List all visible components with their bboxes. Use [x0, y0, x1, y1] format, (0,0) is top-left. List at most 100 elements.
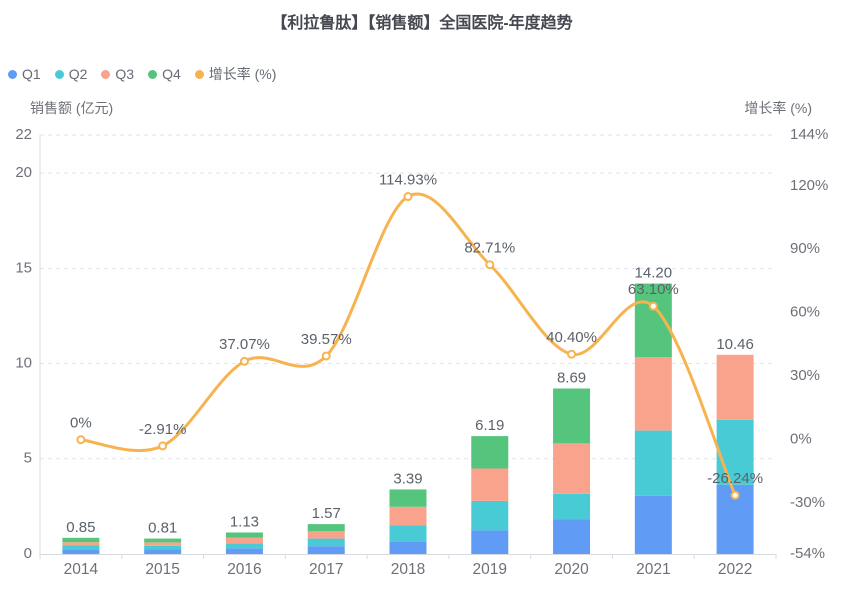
bar-segment-2020-q2[interactable]	[553, 493, 591, 520]
line-point-label: 63.10%	[628, 281, 679, 298]
bar-segment-2021-q2[interactable]	[634, 430, 672, 496]
x-axis-label: 2016	[227, 561, 261, 578]
line-point-2016[interactable]	[239, 356, 249, 366]
growth-rate-line	[79, 192, 737, 497]
bar-segment-2016-q1[interactable]	[225, 548, 263, 554]
line-point-2017[interactable]	[321, 351, 331, 361]
bar-segment-2017-q4[interactable]	[307, 524, 345, 532]
line-point-2018[interactable]	[403, 192, 413, 202]
x-axis-label: 2020	[554, 561, 589, 578]
y-axis-label-left: 0	[24, 545, 32, 562]
y-axis-label-right: 30%	[790, 367, 820, 384]
bar-segment-2016-q2[interactable]	[225, 543, 263, 549]
legend-item-q4[interactable]: Q4	[148, 66, 181, 82]
bar-segment-2016-q3[interactable]	[225, 537, 263, 544]
bar-segment-2017-q2[interactable]	[307, 538, 345, 547]
x-axis-label: 2019	[473, 561, 507, 578]
line-point-2022[interactable]	[730, 490, 740, 500]
bar-segment-2021-q1[interactable]	[634, 495, 672, 554]
line-point-label: 0%	[70, 415, 92, 432]
bar-segment-2018-q1[interactable]	[389, 541, 427, 554]
legend-dot-icon	[8, 69, 17, 79]
bar-segment-2022-q2[interactable]	[716, 419, 754, 485]
line-point-label: 40.40%	[546, 329, 597, 346]
bar-segment-2020-q4[interactable]	[553, 388, 591, 444]
legend-dot-icon	[148, 69, 158, 79]
bar-total-label: 10.46	[716, 336, 754, 353]
line-point-2015[interactable]	[158, 441, 168, 451]
bar-segment-2019-q1[interactable]	[471, 530, 509, 554]
bar-total-label: 0.85	[66, 519, 95, 536]
bar-total-label: 1.13	[230, 513, 259, 530]
bar-segment-2022-q3[interactable]	[716, 354, 754, 420]
y-axis-label-left: 15	[15, 259, 32, 276]
bar-segment-2015-q2[interactable]	[144, 545, 182, 550]
line-point-label: 39.57%	[301, 331, 352, 348]
x-axis-label: 2018	[391, 561, 425, 578]
left-axis-name: 销售额 (亿元)	[30, 100, 114, 116]
y-axis-label-left: 5	[24, 450, 32, 467]
legend-item-q1[interactable]: Q1	[8, 66, 41, 82]
right-axis-name: 增长率 (%)	[744, 100, 812, 116]
y-axis-label-left: 20	[15, 164, 32, 181]
bar-segment-2016-q4[interactable]	[225, 532, 263, 538]
line-point-label: -2.91%	[139, 421, 187, 438]
bar-segment-2014-q2[interactable]	[62, 545, 100, 550]
legend-item-growth-rate[interactable]: 增长率 (%)	[194, 64, 277, 84]
line-point-label: 114.93%	[379, 171, 437, 188]
line-point-2014[interactable]	[76, 435, 86, 445]
line-point-2021[interactable]	[648, 301, 658, 311]
bar-total-label: 6.19	[475, 417, 504, 434]
bar-segment-2014-q1[interactable]	[62, 549, 100, 554]
bar-total-label: 14.20	[635, 265, 673, 282]
line-point-label: 37.07%	[219, 336, 270, 353]
line-point-2020[interactable]	[567, 349, 577, 359]
legend-item-label: 增长率 (%)	[208, 66, 277, 82]
bar-total-label: 0.81	[148, 520, 177, 537]
legend-item-label: Q4	[162, 66, 181, 82]
bar-segment-2019-q4[interactable]	[471, 436, 509, 469]
bar-segment-2018-q2[interactable]	[389, 525, 427, 542]
x-axis-label: 2022	[718, 561, 752, 578]
legend-item-q2[interactable]: Q2	[54, 66, 88, 82]
x-axis-label: 2014	[64, 561, 99, 578]
bar-total-label: 1.57	[312, 505, 341, 522]
legend-item-label: Q3	[115, 66, 135, 82]
bar-segment-2018-q4[interactable]	[389, 489, 427, 507]
line-point-label: -26.24%	[707, 470, 763, 487]
bar-segment-2017-q1[interactable]	[307, 546, 345, 554]
bar-segment-2017-q3[interactable]	[307, 531, 345, 539]
x-axis-label: 2021	[636, 561, 670, 578]
bar-segment-2015-q1[interactable]	[144, 549, 182, 554]
bar-segment-2019-q2[interactable]	[471, 500, 509, 531]
y-axis-label-right: -30%	[790, 494, 825, 511]
bar-segment-2015-q3[interactable]	[144, 542, 182, 546]
x-axis-label: 2015	[145, 561, 179, 578]
bar-segment-2020-q1[interactable]	[553, 519, 591, 554]
y-axis-label-right: 90%	[790, 240, 820, 257]
y-axis-label-right: -54%	[790, 545, 825, 562]
line-point-2019[interactable]	[485, 260, 495, 270]
legend-dot-icon	[54, 69, 64, 79]
legend-item-label: Q1	[22, 66, 41, 82]
legend-dot-icon	[101, 69, 111, 79]
x-axis-label: 2017	[309, 561, 343, 578]
y-axis-label-right: 60%	[790, 304, 820, 321]
y-axis-label-left: 10	[15, 355, 32, 372]
bar-segment-2021-q3[interactable]	[634, 357, 672, 431]
bar-segment-2020-q3[interactable]	[553, 443, 591, 494]
y-axis-label-left: 22	[15, 126, 32, 143]
bar-segment-2014-q3[interactable]	[62, 542, 100, 546]
y-axis-label-right: 0%	[790, 431, 812, 448]
bar-segment-2018-q3[interactable]	[389, 506, 427, 526]
legend: Q1 Q2 Q3 Q4 增长率 (%)	[8, 64, 276, 84]
bar-segment-2019-q3[interactable]	[471, 468, 509, 501]
bar-segment-2015-q4[interactable]	[144, 538, 182, 543]
bar-total-label: 8.69	[557, 369, 586, 386]
y-axis-label-right: 144%	[790, 126, 828, 143]
bar-segment-2014-q4[interactable]	[62, 537, 100, 543]
legend-item-q3[interactable]: Q3	[101, 66, 134, 82]
legend-item-label: Q2	[68, 66, 88, 82]
legend-dot-icon	[194, 69, 204, 79]
